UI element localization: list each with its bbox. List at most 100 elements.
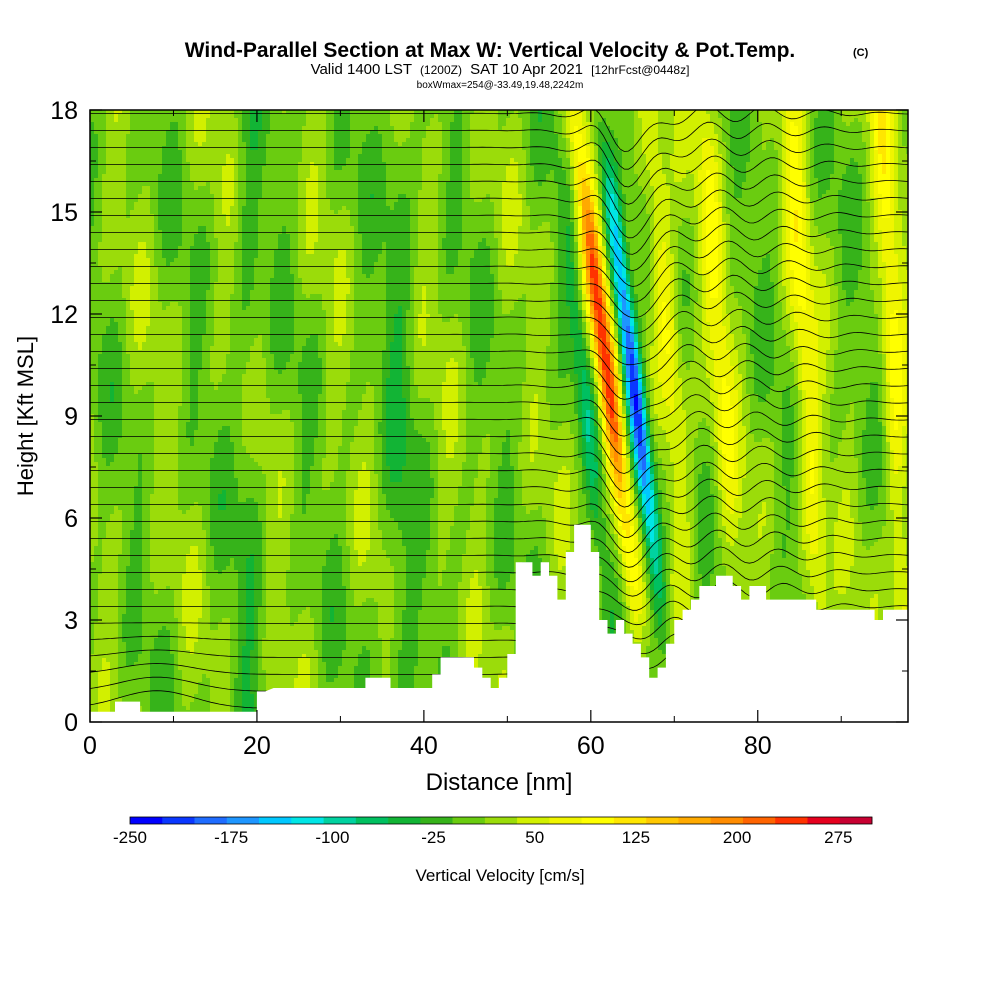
- heat-cell: [166, 326, 171, 331]
- heat-cell: [142, 686, 147, 691]
- heat-cell: [110, 146, 115, 151]
- heat-cell: [178, 702, 183, 707]
- heat-cell: [206, 130, 211, 135]
- heat-cell: [134, 638, 139, 643]
- heat-cell: [126, 510, 131, 515]
- heat-cell: [206, 198, 211, 203]
- heat-cell: [202, 422, 207, 427]
- heat-cell: [198, 414, 203, 419]
- heat-cell: [174, 622, 179, 627]
- heat-cell: [162, 218, 167, 223]
- heat-cell: [118, 446, 123, 451]
- heat-cell: [126, 210, 131, 215]
- heat-cell: [178, 678, 183, 683]
- heat-cell: [150, 642, 155, 647]
- heat-cell: [198, 210, 203, 215]
- heat-cell: [198, 186, 203, 191]
- heat-cell: [170, 666, 175, 671]
- heat-cell: [214, 414, 219, 419]
- heat-cell: [198, 542, 203, 547]
- heat-cell: [214, 146, 219, 151]
- heat-cell: [194, 214, 199, 219]
- heat-cell: [146, 154, 151, 159]
- heat-cell: [90, 578, 95, 583]
- heat-cell: [162, 454, 167, 459]
- heat-cell: [178, 358, 183, 363]
- heat-cell: [186, 706, 191, 711]
- heat-cell: [186, 182, 191, 187]
- heat-cell: [114, 362, 119, 367]
- heat-cell: [178, 558, 183, 563]
- heat-cell: [182, 206, 187, 211]
- heat-cell: [218, 210, 223, 215]
- heat-cell: [146, 402, 151, 407]
- heat-cell: [114, 534, 119, 539]
- heat-cell: [102, 514, 107, 519]
- heat-cell: [154, 146, 159, 151]
- heat-cell: [158, 526, 163, 531]
- heat-cell: [206, 522, 211, 527]
- heat-cell: [134, 250, 139, 255]
- heat-cell: [118, 394, 123, 399]
- heat-cell: [98, 614, 103, 619]
- heat-cell: [162, 278, 167, 283]
- heat-cell: [126, 402, 131, 407]
- heat-cell: [142, 306, 147, 311]
- heat-cell: [178, 542, 183, 547]
- heat-cell: [126, 362, 131, 367]
- heat-cell: [190, 598, 195, 603]
- heat-cell: [134, 338, 139, 343]
- heat-cell: [142, 338, 147, 343]
- heat-cell: [170, 562, 175, 567]
- heat-cell: [106, 334, 111, 339]
- heat-cell: [126, 310, 131, 315]
- heat-cell: [178, 282, 183, 287]
- heat-cell: [126, 530, 131, 535]
- heat-cell: [190, 338, 195, 343]
- heat-cell: [198, 422, 203, 427]
- heat-cell: [206, 430, 211, 435]
- heat-cell: [210, 318, 215, 323]
- heat-cell: [130, 554, 135, 559]
- heat-cell: [166, 586, 171, 591]
- heat-cell: [210, 514, 215, 519]
- heat-cell: [150, 142, 155, 147]
- heat-cell: [158, 154, 163, 159]
- heat-cell: [202, 690, 207, 695]
- heat-cell: [194, 498, 199, 503]
- heat-cell: [98, 622, 103, 627]
- heat-cell: [162, 594, 167, 599]
- heat-cell: [90, 514, 95, 519]
- heat-cell: [186, 538, 191, 543]
- heat-cell: [110, 546, 115, 551]
- heat-cell: [190, 394, 195, 399]
- heat-cell: [94, 390, 99, 395]
- heat-cell: [210, 450, 215, 455]
- heat-cell: [98, 114, 103, 119]
- heat-cell: [190, 458, 195, 463]
- heat-cell: [162, 590, 167, 595]
- heat-cell: [174, 494, 179, 499]
- heat-cell: [126, 546, 131, 551]
- heat-cell: [154, 450, 159, 455]
- heat-cell: [158, 178, 163, 183]
- heat-cell: [198, 178, 203, 183]
- heat-cell: [150, 410, 155, 415]
- heat-cell: [166, 134, 171, 139]
- heat-cell: [158, 402, 163, 407]
- heat-cell: [202, 526, 207, 531]
- heat-cell: [106, 554, 111, 559]
- heat-cell: [210, 478, 215, 483]
- heat-cell: [98, 186, 103, 191]
- heat-cell: [154, 486, 159, 491]
- heat-cell: [94, 402, 99, 407]
- heat-cell: [90, 510, 95, 515]
- heat-cell: [218, 378, 223, 383]
- heat-cell: [170, 350, 175, 355]
- heat-cell: [170, 222, 175, 227]
- heat-cell: [190, 418, 195, 423]
- heat-cell: [126, 554, 131, 559]
- heat-cell: [126, 494, 131, 499]
- heat-cell: [130, 338, 135, 343]
- heat-cell: [114, 270, 119, 275]
